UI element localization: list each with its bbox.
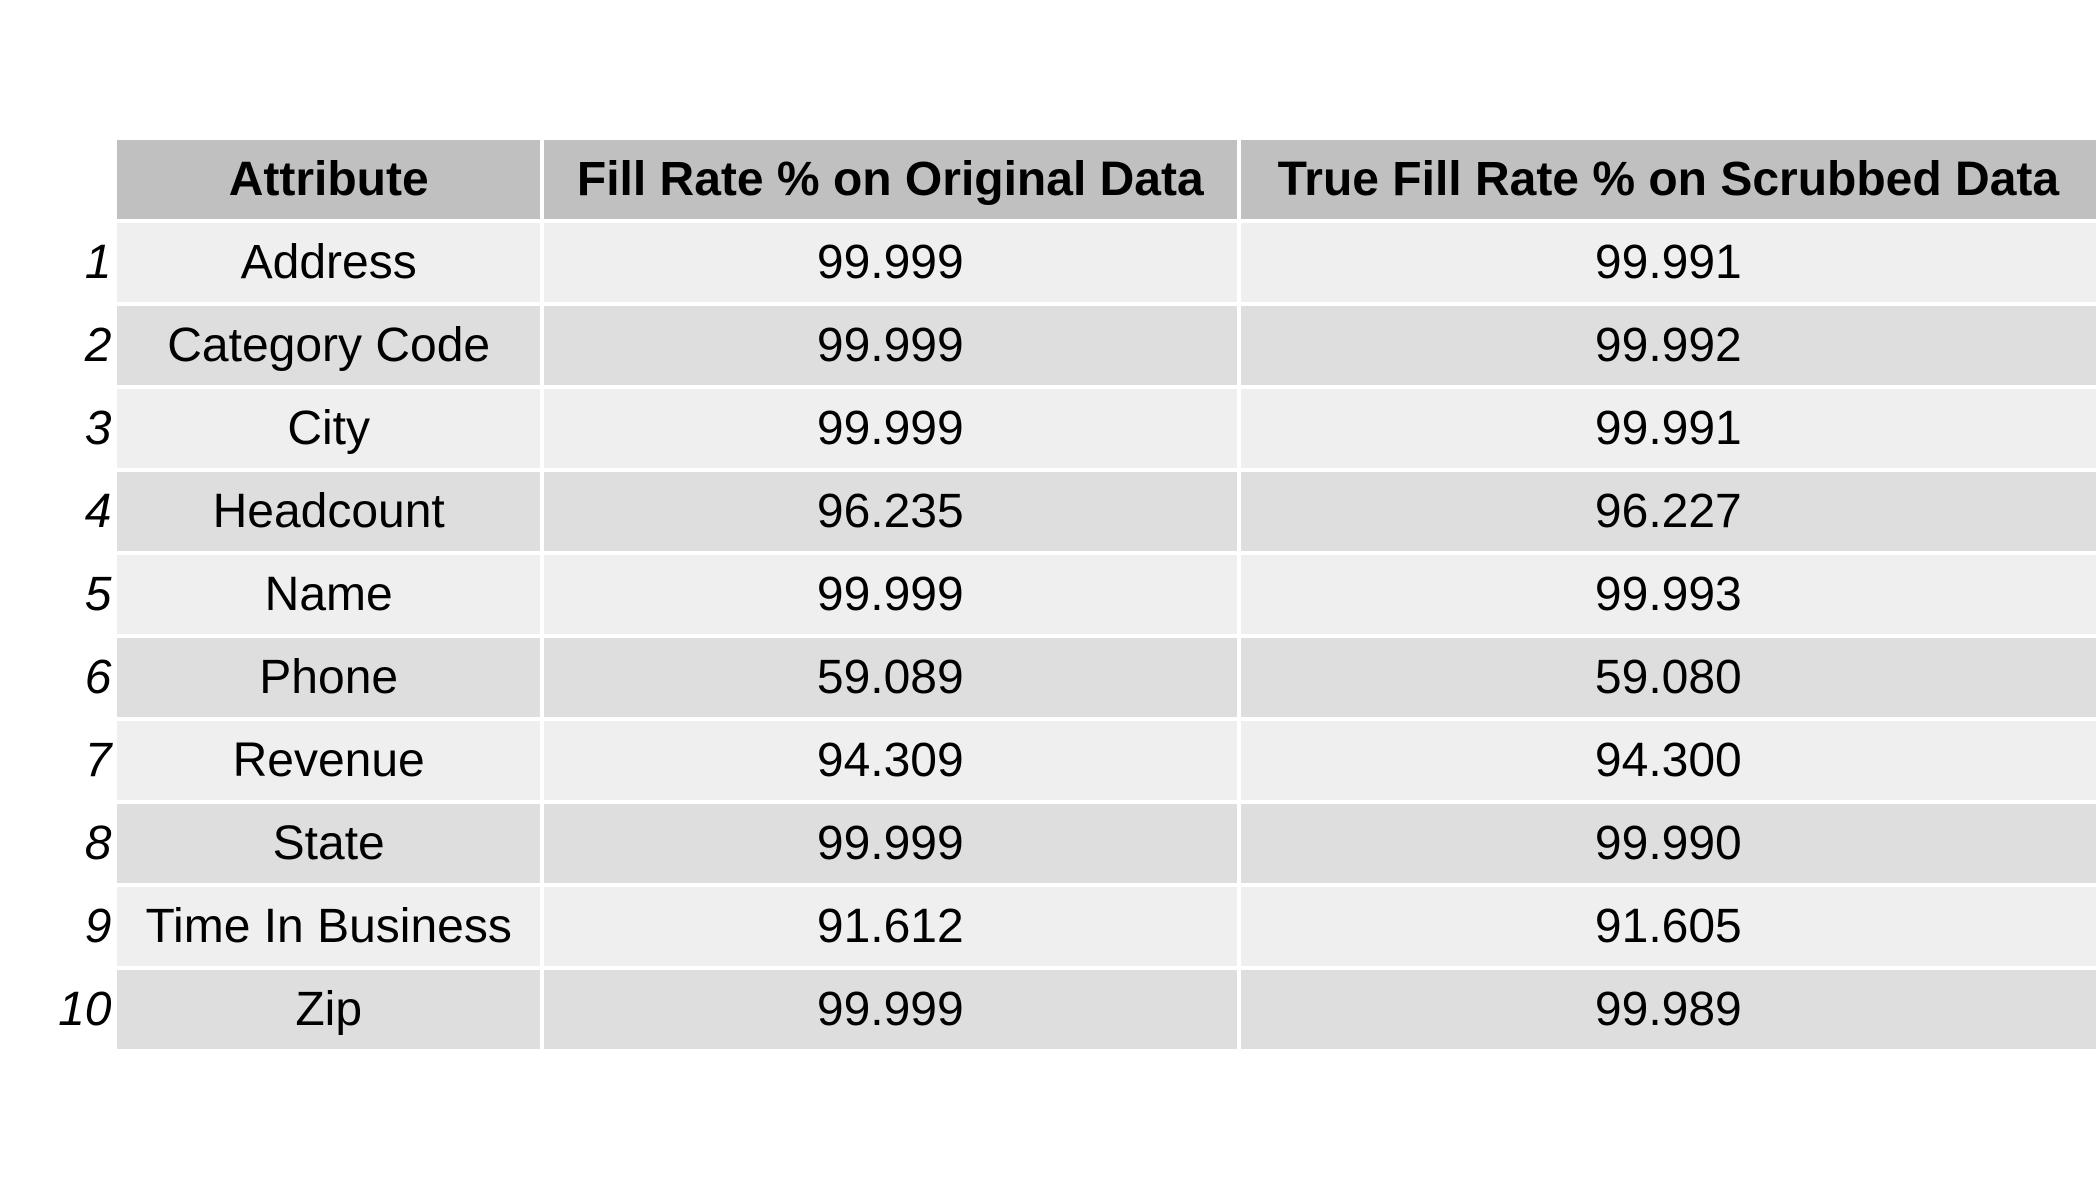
header-row: Attribute Fill Rate % on Original Data T… [50,140,2096,219]
attribute-cell: City [117,389,540,468]
table-row: 8 State 99.999 99.990 [50,804,2096,883]
row-number: 2 [50,306,114,385]
scrubbed-fill-rate-cell: 99.989 [1240,970,2096,1049]
scrubbed-fill-rate-cell: 96.227 [1240,472,2096,551]
table-row: 9 Time In Business 91.612 91.605 [50,887,2096,966]
header-scrubbed-fill-rate: True Fill Rate % on Scrubbed Data [1240,140,2096,219]
row-number: 8 [50,804,114,883]
scrubbed-fill-rate-cell: 59.080 [1240,638,2096,717]
row-number: 6 [50,638,114,717]
scrubbed-fill-rate-cell: 99.991 [1240,223,2096,302]
table-row: 2 Category Code 99.999 99.992 [50,306,2096,385]
attribute-cell: Category Code [117,306,540,385]
original-fill-rate-cell: 96.235 [543,472,1237,551]
attribute-cell: Phone [117,638,540,717]
original-fill-rate-cell: 99.999 [543,804,1237,883]
attribute-cell: Zip [117,970,540,1049]
attribute-cell: Name [117,555,540,634]
attribute-cell: State [117,804,540,883]
table-row: 5 Name 99.999 99.993 [50,555,2096,634]
table-row: 10 Zip 99.999 99.989 [50,970,2096,1049]
attribute-cell: Time In Business [117,887,540,966]
row-number: 4 [50,472,114,551]
table-row: 6 Phone 59.089 59.080 [50,638,2096,717]
table-row: 7 Revenue 94.309 94.300 [50,721,2096,800]
header-attribute: Attribute [117,140,540,219]
scrubbed-fill-rate-cell: 94.300 [1240,721,2096,800]
table-body: 1 Address 99.999 99.991 2 Category Code 99.999… [50,223,2096,1049]
scrubbed-fill-rate-cell: 99.993 [1240,555,2096,634]
original-fill-rate-cell: 99.999 [543,555,1237,634]
original-fill-rate-cell: 91.612 [543,887,1237,966]
fill-rate-table: Attribute Fill Rate % on Original Data T… [46,136,2100,1053]
attribute-cell: Headcount [117,472,540,551]
row-number: 5 [50,555,114,634]
original-fill-rate-cell: 99.999 [543,970,1237,1049]
row-number: 9 [50,887,114,966]
row-number: 1 [50,223,114,302]
scrubbed-fill-rate-cell: 99.992 [1240,306,2096,385]
table-row: 3 City 99.999 99.991 [50,389,2096,468]
row-number: 7 [50,721,114,800]
attribute-cell: Address [117,223,540,302]
original-fill-rate-cell: 94.309 [543,721,1237,800]
scrubbed-fill-rate-cell: 99.991 [1240,389,2096,468]
scrubbed-fill-rate-cell: 99.990 [1240,804,2096,883]
header-original-fill-rate: Fill Rate % on Original Data [543,140,1237,219]
original-fill-rate-cell: 59.089 [543,638,1237,717]
fill-rate-table-container: Attribute Fill Rate % on Original Data T… [46,136,2100,1053]
original-fill-rate-cell: 99.999 [543,389,1237,468]
row-number-header [50,140,114,219]
original-fill-rate-cell: 99.999 [543,223,1237,302]
original-fill-rate-cell: 99.999 [543,306,1237,385]
scrubbed-fill-rate-cell: 91.605 [1240,887,2096,966]
table-row: 1 Address 99.999 99.991 [50,223,2096,302]
row-number: 10 [50,970,114,1049]
attribute-cell: Revenue [117,721,540,800]
table-row: 4 Headcount 96.235 96.227 [50,472,2096,551]
row-number: 3 [50,389,114,468]
